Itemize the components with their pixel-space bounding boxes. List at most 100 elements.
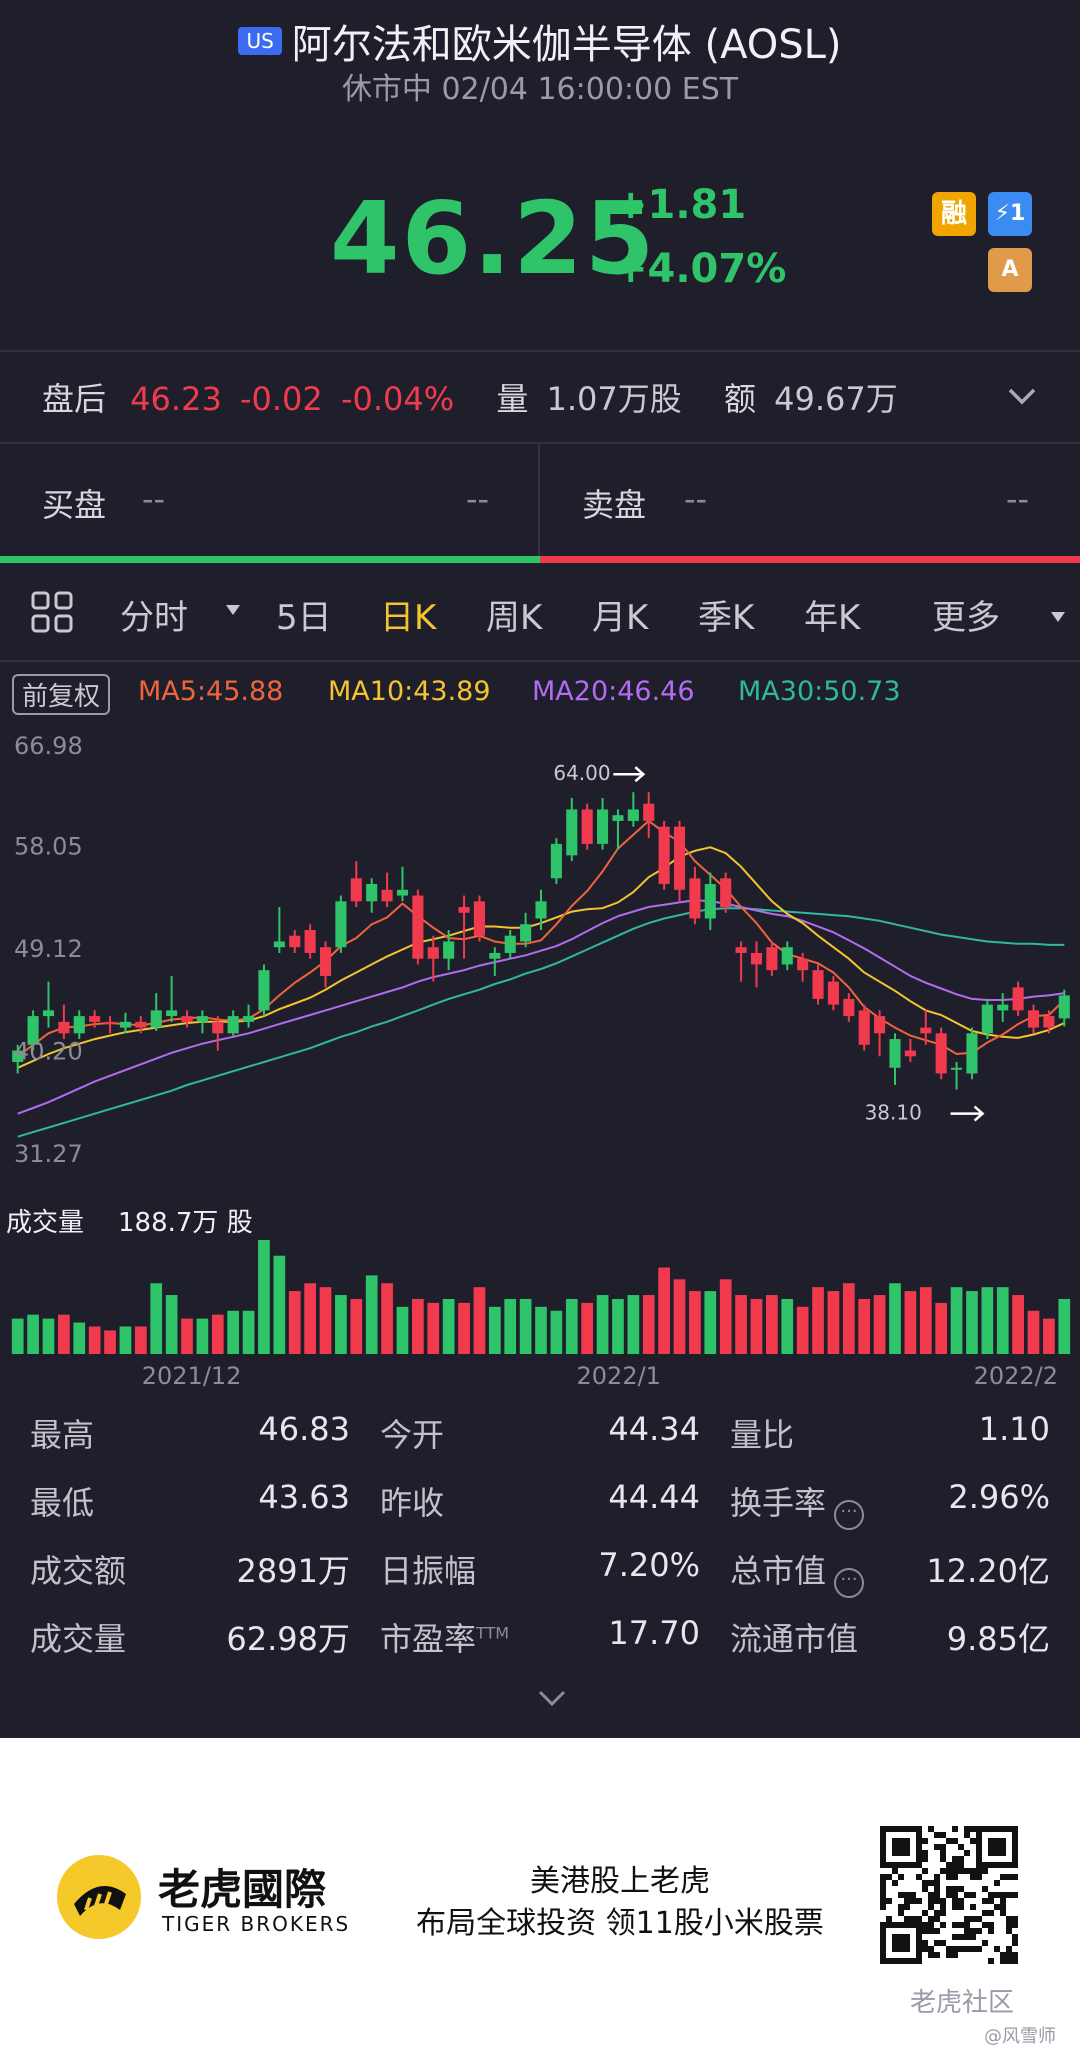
volume-bar (27, 1314, 39, 1354)
volume-bar (673, 1279, 686, 1354)
candle-body (997, 1004, 1009, 1011)
chevron-down-icon[interactable] (1004, 378, 1040, 418)
candle-body (319, 947, 332, 976)
candle-body (396, 889, 409, 896)
stat-label: 市盈率TTM (380, 1620, 510, 1658)
adjust-toggle[interactable]: 前复权 (12, 674, 111, 715)
caret-down-icon[interactable] (224, 602, 242, 621)
volume-bar (1012, 1295, 1024, 1354)
volume-bar (442, 1298, 455, 1354)
stat-label: 昨收 (380, 1484, 445, 1522)
expand-chevron-icon[interactable] (536, 1686, 568, 1714)
candle-body (412, 895, 424, 959)
after-hours-change: -0.02 (239, 380, 323, 418)
volume-bar (335, 1295, 347, 1354)
candle-body (843, 998, 855, 1017)
tiger-logo-icon (56, 1854, 142, 1944)
candle-body (119, 1021, 131, 1028)
grid-icon[interactable] (30, 590, 74, 638)
tab-intraday[interactable]: 分时 (120, 598, 188, 638)
volume-bar (88, 1326, 101, 1354)
volume-bar (412, 1298, 424, 1354)
ma5-line (17, 819, 1065, 1058)
y-tick-label: 58.05 (14, 833, 83, 861)
tab-weekly-k[interactable]: 周K (486, 598, 543, 638)
divider (0, 350, 1080, 352)
tab-5day[interactable]: 5日 (276, 598, 332, 638)
after-hours-price: 46.23 (130, 380, 222, 418)
volume-bar (812, 1287, 824, 1354)
candlestick-chart[interactable]: 66.98 58.05 49.12 40.20 31.27 64.00 38.10 2021/… (0, 720, 1080, 1420)
volume-bar (827, 1291, 840, 1354)
candle-body (566, 809, 578, 856)
volume-bar (42, 1318, 55, 1354)
candle-body (166, 1010, 178, 1017)
tab-quarterly-k[interactable]: 季K (698, 598, 755, 638)
volume-bar (904, 1291, 917, 1354)
candle-body (1027, 1010, 1040, 1028)
stat-value: 2891万 (236, 1552, 350, 1590)
ma20-label: MA20:46.46 (532, 676, 695, 707)
volume-bar (304, 1283, 316, 1354)
candle-body (335, 901, 347, 948)
candle-body (350, 878, 362, 902)
tab-yearly-k[interactable]: 年K (804, 598, 861, 638)
ask-label: 卖盘 (582, 486, 647, 524)
candle-body (458, 907, 470, 913)
candle-body (889, 1039, 901, 1068)
candle-body (520, 924, 532, 942)
arrow-right-icon (613, 766, 646, 783)
stat-label: 今开 (380, 1416, 445, 1454)
candle-body (920, 1027, 932, 1034)
after-hours-label: 盘后 (42, 380, 107, 418)
ma30-label: MA30:50.73 (738, 676, 901, 707)
info-more-icon[interactable]: ··· (834, 1500, 865, 1530)
after-hours-row[interactable]: 盘后 46.23 -0.02 -0.04% 量 1.07万股 额 49.67万 (42, 374, 1042, 420)
lightning-icon[interactable]: ⚡1 (988, 192, 1032, 236)
stat-label: 换手率 ··· (730, 1478, 865, 1530)
y-tick-label: 66.98 (14, 732, 83, 760)
volume-bar (319, 1287, 332, 1354)
stat-value: 7.20% (598, 1546, 700, 1584)
order-book-divider (538, 444, 540, 556)
volume-bar (981, 1287, 994, 1354)
candle-body (227, 1016, 239, 1034)
volume-bar (104, 1330, 116, 1354)
volume-bar (488, 1306, 501, 1354)
candle-body (89, 1016, 101, 1022)
stat-label: 成交量 (30, 1620, 127, 1658)
candle-body (150, 1010, 162, 1028)
price-change-pct: +4.07% (614, 246, 787, 292)
candle-body (181, 1016, 193, 1022)
tab-monthly-k[interactable]: 月K (592, 598, 649, 638)
margin-icon[interactable]: 融 (932, 192, 976, 236)
candle-body (73, 1016, 85, 1034)
candle-body (904, 1050, 916, 1057)
info-more-icon[interactable]: ··· (834, 1568, 865, 1598)
volume-bar (535, 1306, 547, 1354)
tab-daily-k[interactable]: 日K (380, 598, 437, 638)
volume-bar (504, 1298, 517, 1354)
candle-body (196, 1016, 208, 1022)
tab-more[interactable]: 更多 (932, 598, 1000, 638)
stat-label: 流通市值 (730, 1620, 859, 1658)
stack-a-icon[interactable]: A (988, 248, 1032, 292)
candle-body (104, 1021, 116, 1025)
candle-body (443, 941, 455, 959)
volume-bar (73, 1322, 86, 1354)
volume-bar (381, 1283, 393, 1354)
candle-body (658, 826, 670, 885)
candle-body (673, 826, 686, 890)
volume-bar (550, 1310, 563, 1354)
stat-value: 2.96% (948, 1478, 1050, 1516)
volume-bar (288, 1291, 301, 1354)
volume-bar (858, 1298, 871, 1354)
divider (0, 660, 1080, 662)
market-status: 休市中 02/04 16:00:00 EST (341, 72, 739, 107)
stat-label: 最高 (30, 1416, 95, 1454)
x-tick-label: 2021/12 (142, 1362, 242, 1390)
caret-down-icon[interactable] (1050, 608, 1066, 627)
stock-title: US 阿尔法和欧米伽半导体 (AOSL) (0, 12, 1080, 70)
volume-bar (458, 1302, 470, 1354)
volume-title: 成交量 (6, 1208, 85, 1238)
